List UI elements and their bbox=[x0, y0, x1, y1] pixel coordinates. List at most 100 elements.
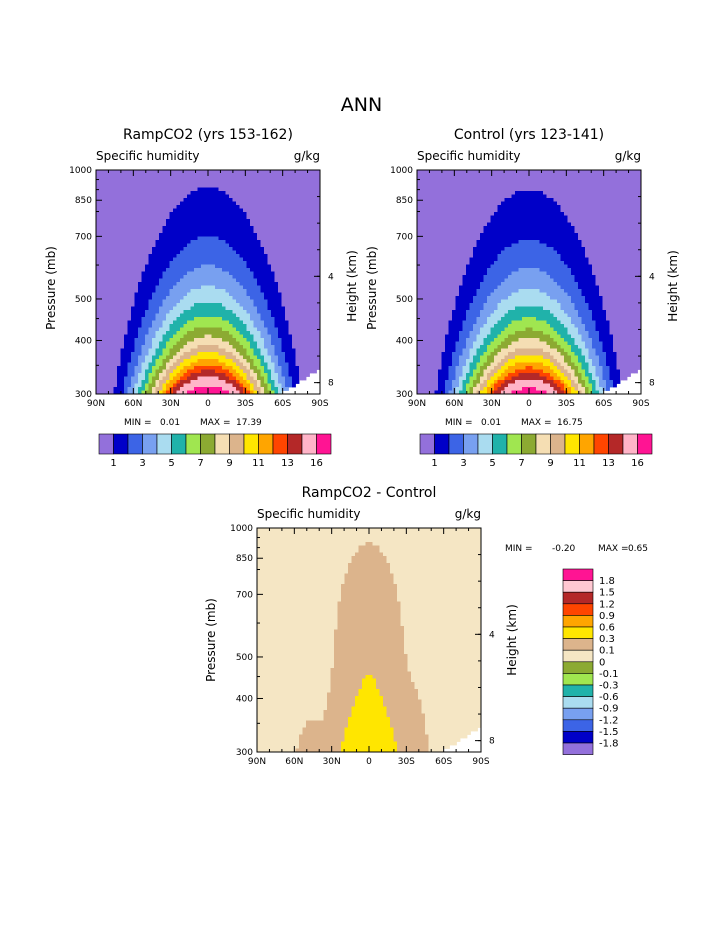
contour-cell bbox=[267, 180, 272, 185]
contour-cell bbox=[281, 313, 286, 318]
contour-cell bbox=[267, 271, 272, 276]
contour-cell bbox=[197, 292, 202, 297]
contour-cell bbox=[438, 236, 442, 241]
contour-cell bbox=[215, 226, 219, 230]
contour-cell bbox=[162, 194, 167, 199]
contour-cell bbox=[145, 296, 149, 300]
contour-cell bbox=[229, 362, 233, 367]
contour-cell bbox=[271, 261, 275, 265]
contour-cell bbox=[417, 257, 421, 262]
contour-cell bbox=[309, 331, 314, 335]
contour-cell bbox=[183, 187, 188, 192]
contour-cell bbox=[215, 383, 219, 388]
contour-cell bbox=[309, 261, 314, 265]
contour-cell bbox=[295, 198, 300, 202]
contour-cell bbox=[169, 250, 174, 255]
contour-cell bbox=[190, 212, 195, 216]
contour-cell bbox=[427, 208, 432, 213]
colorbar-box bbox=[171, 433, 187, 455]
contour-cell bbox=[208, 261, 212, 265]
contour-cell bbox=[190, 383, 195, 388]
contour-cell bbox=[281, 243, 286, 248]
contour-cell bbox=[134, 222, 139, 227]
contour-cell bbox=[211, 387, 216, 391]
contour-cell bbox=[281, 236, 286, 241]
contour-cell bbox=[183, 373, 188, 377]
contour-cell bbox=[236, 383, 240, 388]
contour-cell bbox=[420, 233, 425, 237]
contour-cell bbox=[159, 212, 163, 216]
contour-cell bbox=[180, 387, 184, 391]
contour-cell bbox=[417, 222, 421, 227]
contour-cell bbox=[159, 222, 163, 227]
contour-cell bbox=[173, 292, 177, 297]
contour-cell bbox=[427, 198, 432, 202]
colorbar-box bbox=[214, 433, 230, 455]
contour-cell bbox=[180, 187, 184, 192]
contour-cell bbox=[288, 233, 293, 237]
contour-cell bbox=[117, 191, 121, 195]
contour-cell bbox=[236, 285, 240, 290]
contour-cell bbox=[99, 334, 104, 339]
contour-cell bbox=[201, 187, 205, 192]
contour-cell bbox=[131, 362, 135, 367]
contour-cell bbox=[239, 341, 244, 346]
contour-cell bbox=[452, 264, 456, 269]
contour-cell bbox=[424, 268, 428, 272]
contour-cell bbox=[292, 215, 296, 220]
contour-cell bbox=[236, 201, 240, 206]
contour-cell bbox=[208, 373, 212, 377]
contour-cell bbox=[103, 334, 107, 339]
contour-cell bbox=[445, 226, 449, 230]
contour-cell bbox=[183, 355, 188, 360]
contour-cell bbox=[155, 180, 160, 185]
contour-cell bbox=[120, 373, 125, 377]
contour-cell bbox=[215, 317, 219, 321]
contour-cell bbox=[431, 184, 435, 188]
contour-cell bbox=[222, 282, 226, 286]
contour-cell bbox=[215, 285, 219, 290]
contour-cell bbox=[253, 338, 258, 342]
contour-cell bbox=[417, 352, 421, 356]
contour-cell bbox=[292, 187, 296, 192]
contour-cell bbox=[159, 348, 163, 353]
contour-cell bbox=[218, 278, 223, 283]
contour-cell bbox=[117, 243, 121, 248]
contour-cell bbox=[127, 208, 132, 213]
contour-cell bbox=[229, 191, 233, 195]
contour-cell bbox=[232, 383, 237, 388]
contour-cell bbox=[257, 348, 261, 353]
contour-cell bbox=[274, 240, 279, 244]
contour-cell bbox=[246, 313, 251, 318]
contour-cell bbox=[141, 292, 146, 297]
contour-cell bbox=[278, 222, 282, 227]
contour-cell bbox=[445, 292, 449, 297]
contour-cell bbox=[236, 219, 240, 223]
contour-cell bbox=[299, 296, 303, 300]
contour-cell bbox=[176, 184, 181, 188]
y2-tick-label: 4 bbox=[328, 272, 334, 282]
contour-cell bbox=[190, 264, 195, 269]
contour-cell bbox=[431, 289, 435, 293]
contour-cell bbox=[215, 359, 219, 363]
contour-cell bbox=[250, 278, 254, 283]
contour-cell bbox=[138, 355, 142, 360]
contour-cell bbox=[176, 383, 181, 388]
contour-cell bbox=[299, 173, 303, 178]
contour-cell bbox=[162, 345, 167, 349]
contour-cell bbox=[264, 226, 268, 230]
contour-cell bbox=[420, 331, 425, 335]
contour-cell bbox=[271, 170, 275, 174]
contour-cell bbox=[274, 320, 279, 325]
contour-cell bbox=[427, 313, 432, 318]
contour-cell bbox=[124, 233, 128, 237]
contour-cell bbox=[190, 387, 195, 391]
contour-cell bbox=[267, 352, 272, 356]
contour-cell bbox=[278, 261, 282, 265]
contour-cell bbox=[302, 338, 307, 342]
contour-cell bbox=[117, 250, 121, 255]
contour-cell bbox=[267, 278, 272, 283]
contour-cell bbox=[253, 236, 258, 241]
contour-cell bbox=[204, 208, 209, 213]
contour-cell bbox=[292, 278, 296, 283]
